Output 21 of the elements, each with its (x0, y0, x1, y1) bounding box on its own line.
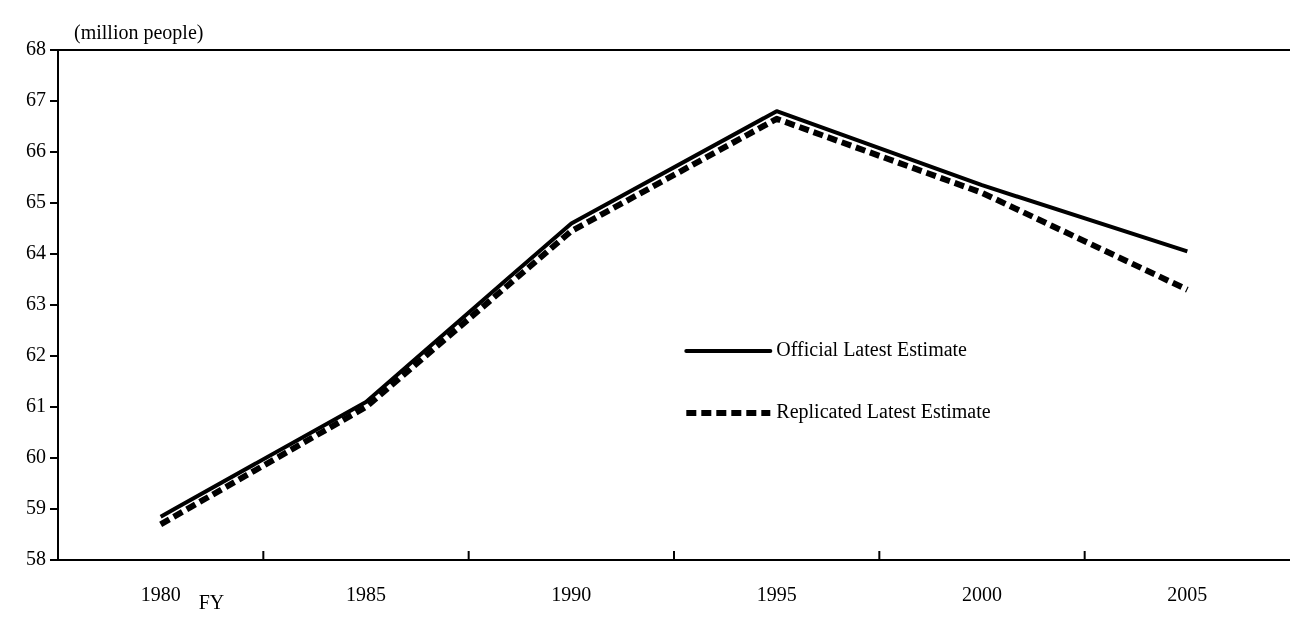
y-tick-label: 60 (26, 445, 46, 468)
x-tick-label: 1995 (756, 583, 797, 606)
y-axis-title: (million people) (74, 21, 204, 45)
y-tick-label: 59 (26, 496, 46, 519)
x-tick-label: 2000 (962, 583, 1002, 606)
legend-label: Official Latest Estimate (776, 338, 968, 361)
x-tick-label: 1980 (140, 583, 181, 606)
legend-label: Replicated Latest Estimate (776, 400, 991, 424)
y-tick-label: 63 (26, 292, 46, 315)
y-tick-label: 65 (26, 190, 46, 213)
y-tick-label: 64 (26, 241, 46, 264)
x-axis-title: FY (198, 591, 225, 614)
y-tick-label: 62 (26, 343, 46, 366)
y-tick-label: 58 (26, 547, 46, 570)
y-tick-label: 67 (26, 88, 46, 111)
x-tick-label: 1985 (346, 583, 386, 606)
y-tick-label: 66 (26, 139, 46, 162)
x-tick-label: 1990 (551, 583, 592, 606)
x-tick-label: 2005 (1167, 583, 1208, 606)
y-tick-label: 61 (26, 394, 46, 417)
y-tick-label: 68 (26, 37, 46, 60)
